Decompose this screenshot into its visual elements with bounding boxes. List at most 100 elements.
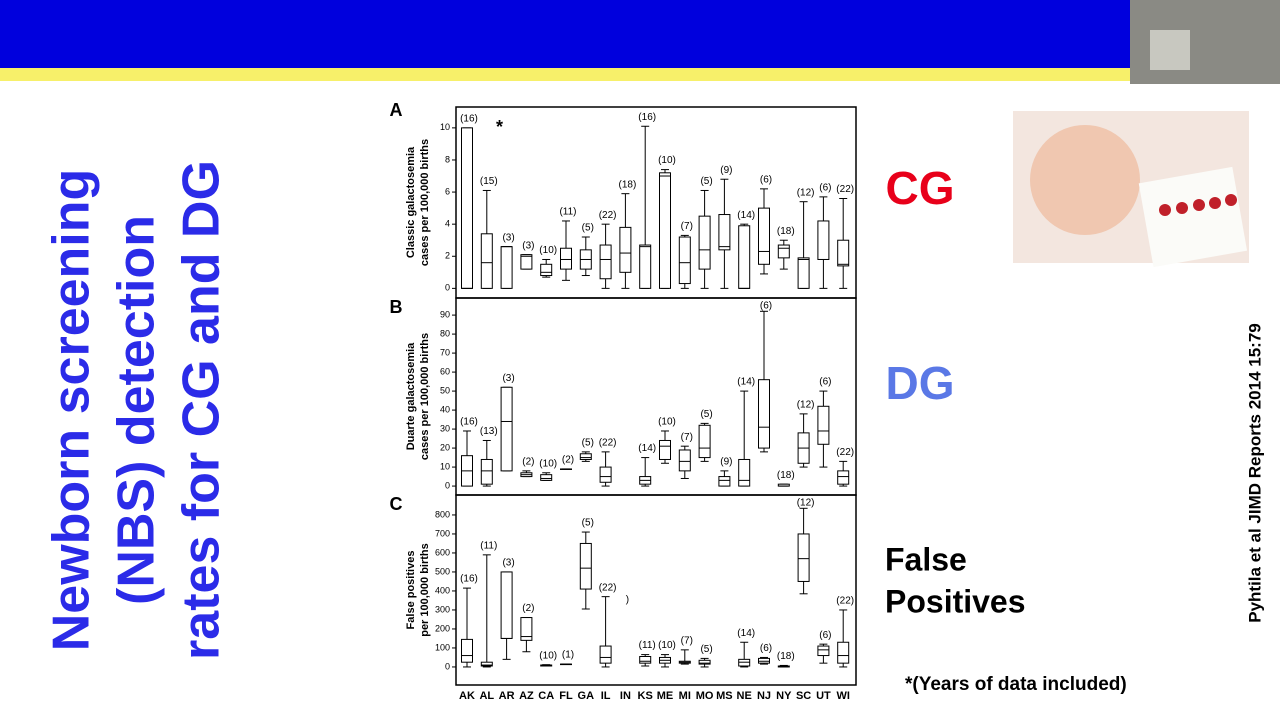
panel-frame <box>455 106 857 299</box>
box <box>480 458 493 485</box>
y-tick-label: 10 <box>440 122 450 132</box>
years-label: (6) <box>760 643 772 654</box>
x-tick-label: NE <box>737 690 752 702</box>
box <box>480 661 493 667</box>
y-tick-label: 6 <box>445 186 450 196</box>
citation: Pyhtila et al JIMD Reports 2014 15:79 <box>1245 323 1264 623</box>
box <box>758 379 770 449</box>
years-label: (2) <box>522 603 534 614</box>
y-axis-label: False positives <box>405 551 417 630</box>
y-tick-label: 0 <box>445 283 450 293</box>
years-label: (12) <box>797 400 815 411</box>
years-label: (10) <box>658 417 676 428</box>
x-tick-label: SC <box>796 690 811 702</box>
y-tick-label: 200 <box>435 623 450 633</box>
years-label: (3) <box>522 240 534 251</box>
box <box>718 476 731 487</box>
y-tick-label: 30 <box>440 423 450 433</box>
years-label: (7) <box>681 635 693 646</box>
box <box>500 246 513 289</box>
years-label: (16) <box>638 112 656 123</box>
y-tick-label: 800 <box>435 509 450 519</box>
title-line: Newborn screening <box>43 169 101 652</box>
years-label: (9) <box>720 457 732 468</box>
box <box>837 641 850 664</box>
y-axis-label: Duarte galactosemia <box>405 342 417 450</box>
years-label: (16) <box>460 574 478 585</box>
y-tick-label: 600 <box>435 547 450 557</box>
box <box>619 226 632 273</box>
years-label: (5) <box>700 644 712 655</box>
box <box>758 207 770 265</box>
years-label: (14) <box>737 377 755 388</box>
box <box>698 659 711 665</box>
box <box>698 424 711 459</box>
years-label: (5) <box>700 409 712 420</box>
y-axis-label: Classic galactosemia <box>405 146 417 258</box>
box <box>817 220 830 260</box>
y-tick-label: 10 <box>440 461 450 471</box>
box <box>659 172 671 289</box>
fp-label: Positives <box>885 583 1026 619</box>
box <box>718 214 731 251</box>
years-label: (5) <box>582 438 594 449</box>
x-tick-label: AZ <box>519 690 534 702</box>
years-label: (14) <box>737 628 755 639</box>
box <box>659 439 671 460</box>
years-label: (13) <box>480 426 498 437</box>
years-label: (22) <box>599 438 617 449</box>
cg-label: CG <box>886 162 955 214</box>
x-tick-label: AK <box>459 690 475 702</box>
years-label: (7) <box>681 432 693 443</box>
y-tick-label: 2 <box>445 251 450 261</box>
box <box>579 453 592 460</box>
years-label: (10) <box>658 640 676 651</box>
years-label: (11) <box>559 207 576 218</box>
annotation: * <box>496 117 503 137</box>
header-bar <box>0 0 1130 68</box>
fp-label: False <box>885 541 967 577</box>
years-label: (22) <box>599 210 617 221</box>
years-label: (11) <box>480 540 497 551</box>
box <box>461 127 473 289</box>
photo-feet <box>1030 125 1140 235</box>
years-label: (12) <box>797 498 815 509</box>
y-tick-label: 0 <box>445 661 450 671</box>
years-label: (18) <box>777 226 795 237</box>
box <box>797 533 810 582</box>
webcam-detail <box>1150 30 1190 70</box>
box <box>837 470 850 485</box>
box <box>817 405 830 445</box>
y-tick-label: 40 <box>440 404 450 414</box>
years-label: (22) <box>599 582 617 593</box>
box <box>599 645 612 664</box>
years-label: (18) <box>777 470 795 481</box>
years-label: (16) <box>460 114 478 125</box>
y-tick-label: 700 <box>435 528 450 538</box>
x-tick-label: CA <box>538 690 554 702</box>
x-tick-label: AL <box>479 690 494 702</box>
x-tick-label: NY <box>776 690 792 702</box>
years-label: (14) <box>737 210 755 221</box>
box <box>520 254 533 270</box>
years-label: (9) <box>720 165 732 176</box>
years-label: (10) <box>539 458 557 469</box>
y-tick-label: 400 <box>435 585 450 595</box>
x-tick-label: FL <box>559 690 573 702</box>
years-label: (12) <box>797 187 815 198</box>
years-label: (6) <box>819 630 831 641</box>
y-tick-label: 4 <box>445 219 450 229</box>
y-axis-label: cases per 100,000 births <box>419 139 431 266</box>
box <box>678 449 691 472</box>
x-tick-label: MS <box>716 690 733 702</box>
title-line: (NBS) detection <box>108 215 166 605</box>
years-label: (6) <box>819 377 831 388</box>
x-tick-label: NJ <box>757 690 771 702</box>
panel-letter: A <box>390 100 403 120</box>
box <box>639 244 652 289</box>
photo-spots <box>1159 194 1237 216</box>
years-label: (22) <box>836 596 854 607</box>
box <box>540 474 553 481</box>
y-tick-label: 300 <box>435 604 450 614</box>
